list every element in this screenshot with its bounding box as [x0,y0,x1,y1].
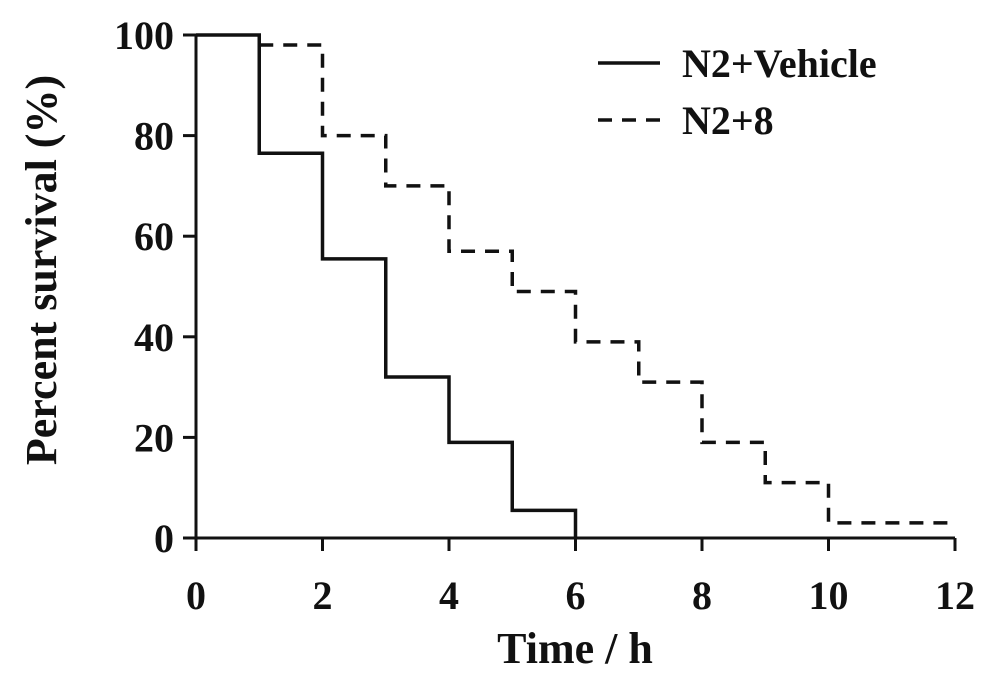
y-tick-label: 60 [134,214,174,259]
x-ticks: 0 2 4 6 8 10 12 [186,538,975,618]
y-tick-label: 20 [134,415,174,460]
x-tick-label: 12 [935,573,975,618]
x-tick-label: 0 [186,573,206,618]
x-tick-label: 4 [439,573,459,618]
x-tick-label: 10 [809,573,849,618]
x-tick-label: 2 [313,573,333,618]
series-line-dashed [259,43,955,525]
x-tick-label: 8 [692,573,712,618]
y-tick-label: 0 [154,516,174,561]
y-tick-label: 80 [134,114,174,159]
legend-label: N2+8 [682,98,774,143]
x-tick-label: 6 [566,573,586,618]
y-axis-title: Percent survival (%) [17,75,66,465]
y-tick-label: 40 [134,315,174,360]
y-tick-label: 100 [114,13,174,58]
legend-label: N2+Vehicle [682,41,877,86]
series-group [196,33,955,538]
x-axis-title: Time / h [497,624,653,673]
series-line-solid [196,33,578,538]
legend: N2+Vehicle N2+8 [598,41,877,143]
axes [194,35,955,540]
y-ticks: 0 20 40 60 80 100 [114,13,196,561]
